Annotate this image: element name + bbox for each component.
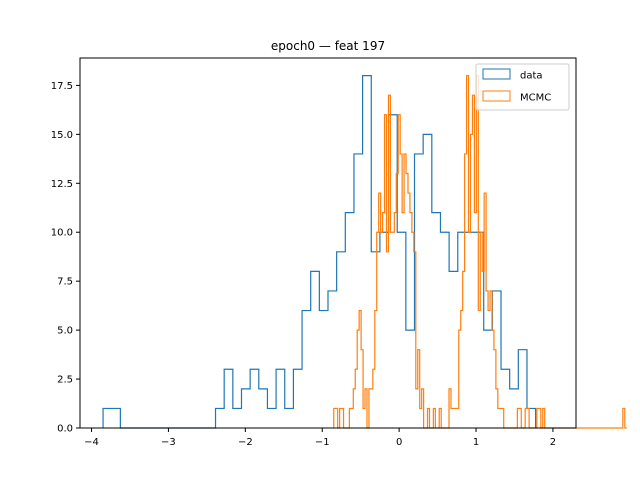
x-tick-label: −2 [238, 437, 253, 448]
x-tick-label: −3 [161, 437, 176, 448]
x-tick-label: −1 [315, 437, 330, 448]
y-tick-label: 15.0 [51, 130, 73, 141]
y-tick-label: 5.0 [57, 326, 73, 337]
x-tick-label: 2 [550, 437, 556, 448]
y-tick-label: 2.5 [57, 375, 73, 386]
y-tick-label: 10.0 [51, 228, 73, 239]
x-tick-label: 0 [396, 437, 402, 448]
legend-label-data: data [520, 71, 543, 82]
plot-frame [79, 57, 577, 429]
x-tick-label: −4 [84, 437, 99, 448]
legend-box [475, 63, 570, 111]
x-tick-label: 1 [473, 437, 479, 448]
y-tick-label: 17.5 [51, 81, 73, 92]
legend-label-mcmc: MCMC [520, 93, 551, 104]
y-tick-label: 0.0 [57, 424, 73, 435]
y-axis: 0.0 2.5 5.0 7.5 10.0 12.5 15.0 17.5 [51, 81, 80, 435]
legend-swatch-mcmc [482, 90, 511, 102]
y-tick-label: 12.5 [51, 179, 73, 190]
chart-title: epoch0 — feat 197 [271, 39, 385, 53]
y-tick-label: 7.5 [57, 277, 73, 288]
legend: data MCMC [475, 63, 570, 111]
legend-swatch-data [482, 68, 511, 80]
x-axis: −4 −3 −2 −1 0 1 2 [84, 428, 556, 448]
